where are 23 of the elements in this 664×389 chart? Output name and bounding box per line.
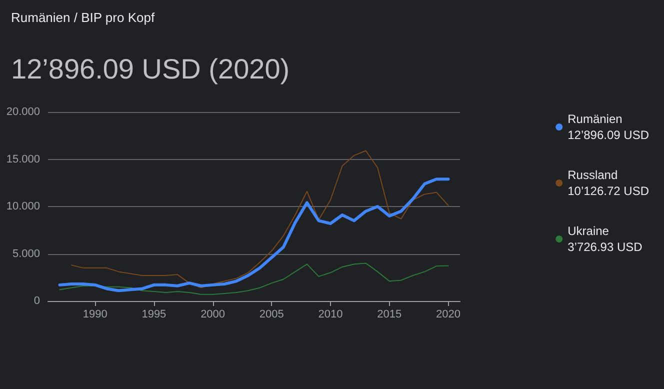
chart-title: 12’896.09 USD (2020) — [11, 54, 290, 84]
legend-label: Russland — [568, 168, 618, 182]
legend-label: Ukraine — [568, 224, 610, 238]
line-series — [58, 178, 450, 292]
line-series — [71, 150, 449, 288]
x-tick-label: 2015 — [377, 308, 402, 320]
y-tick-label: 20.000 — [6, 106, 40, 118]
x-tick-label: 1990 — [82, 308, 108, 320]
x-tick-label: 2005 — [259, 308, 284, 320]
text: 3’726.93 USD — [568, 240, 643, 254]
x-tick-label: 2010 — [318, 308, 343, 320]
x-tick-label: 2000 — [200, 308, 226, 320]
y-tick-label: 10.000 — [6, 200, 40, 212]
x-tick-label: 2020 — [436, 308, 460, 320]
legend-label: Rumänien — [568, 112, 622, 126]
text: 12’896.09 USD — [568, 128, 650, 142]
x-tick-label: 1995 — [142, 308, 166, 320]
y-tick-label: 15.000 — [6, 153, 40, 166]
y-tick-label: 5.000 — [12, 248, 40, 260]
y-tick-label: 0 — [34, 295, 40, 307]
line-series — [59, 262, 449, 295]
chart-subtitle: Rumänien / BIP pro Kopf — [11, 10, 155, 25]
text: 10’126.72 USD — [568, 184, 650, 198]
